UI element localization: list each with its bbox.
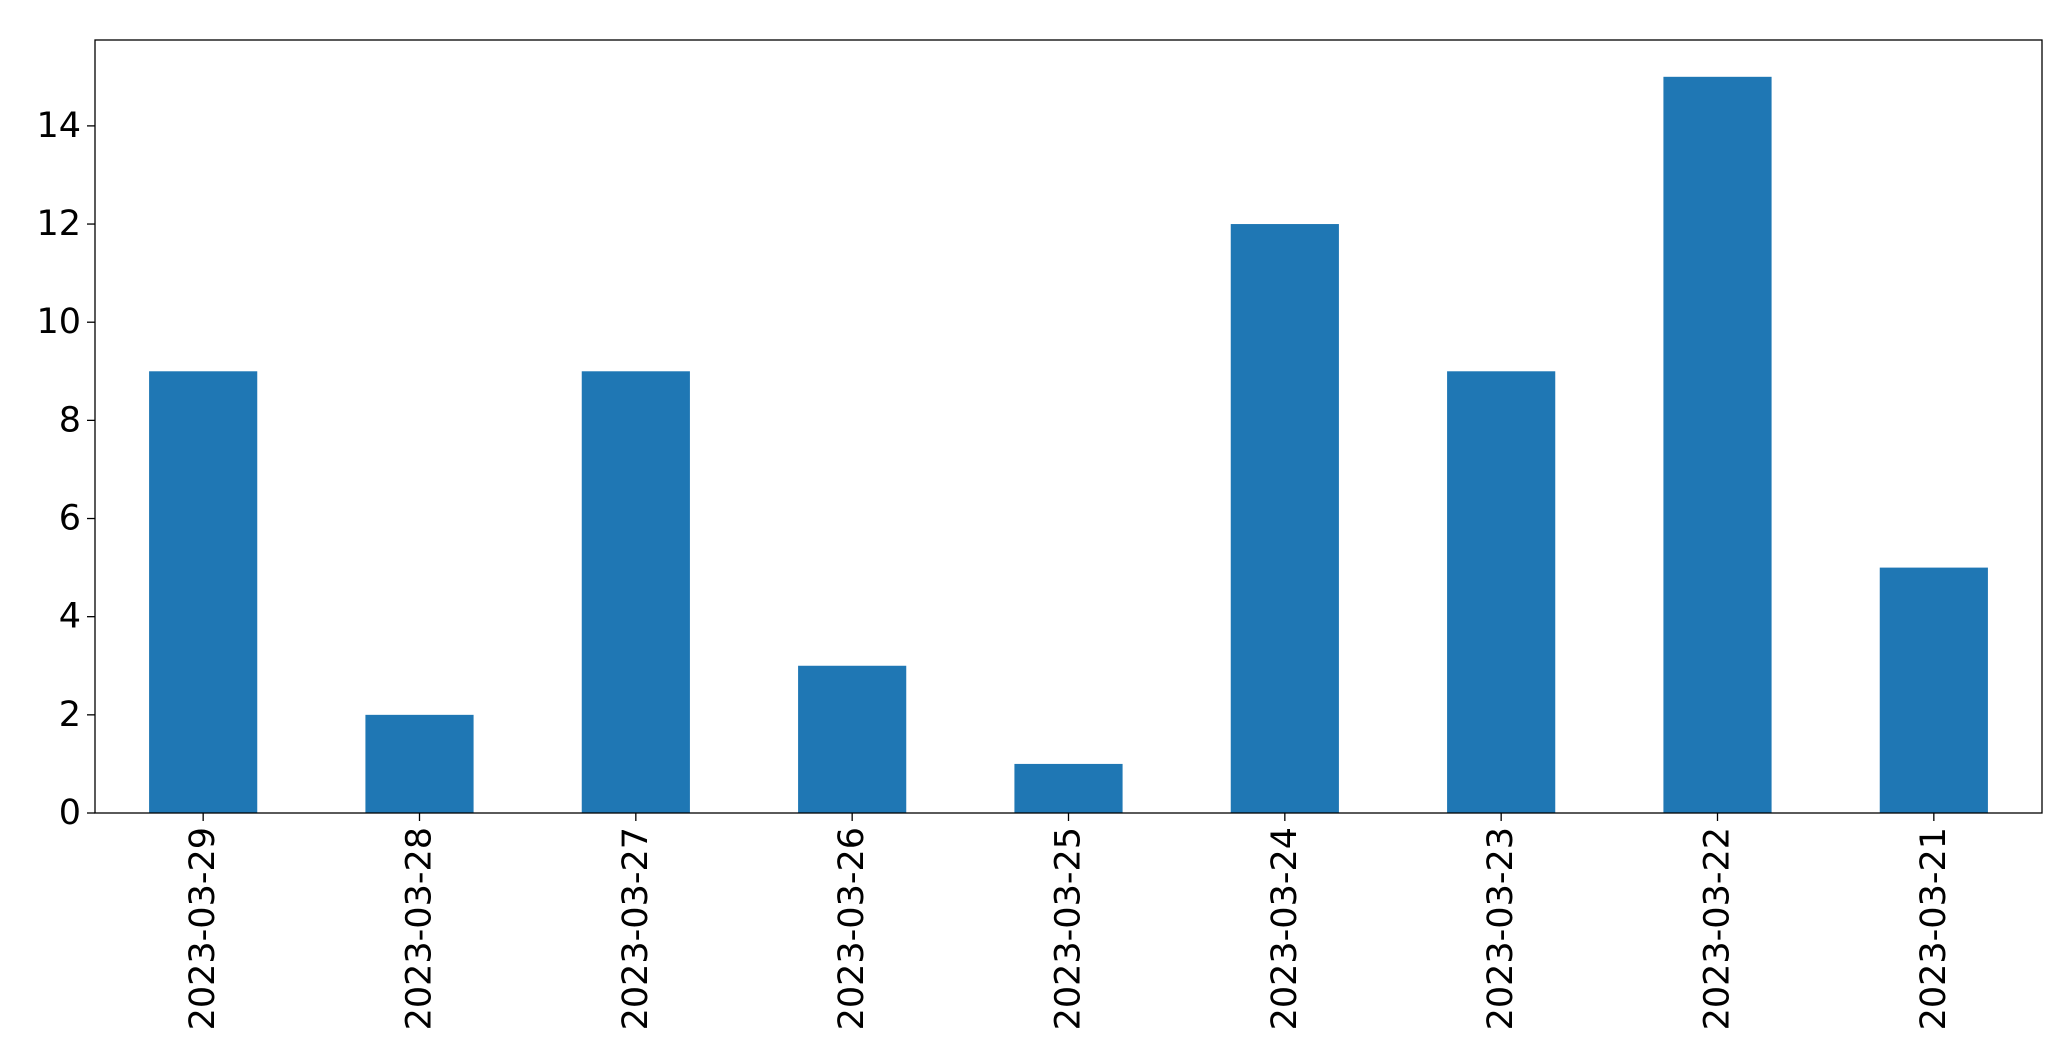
y-tick-label: 4 [59,597,81,637]
bar-2023-03-26 [798,665,907,813]
y-axis: 0 2 4 6 8 10 12 14 [36,106,95,833]
x-tick-label: 2023-03-24 [1265,827,1305,1030]
y-tick-label: 6 [59,499,81,539]
bars-group [149,76,1988,814]
x-tick-label: 2023-03-22 [1698,827,1738,1030]
y-tick-label: 14 [36,106,81,146]
x-tick-label: 2023-03-29 [183,827,223,1030]
y-tick-label: 8 [59,400,81,440]
bar-2023-03-24 [1230,224,1339,814]
x-tick-label: 2023-03-23 [1481,827,1521,1030]
x-axis: 2023-03-29 2023-03-28 2023-03-27 2023-03-26… [183,813,1954,1030]
bar-2023-03-28 [365,714,474,813]
x-tick-label: 2023-03-27 [616,827,656,1030]
bar-2023-03-29 [149,371,258,813]
y-tick-label: 2 [59,695,81,735]
bar-2023-03-21 [1879,567,1988,813]
x-tick-label: 2023-03-26 [832,827,872,1030]
bar-2023-03-27 [581,371,690,813]
x-tick-label: 2023-03-21 [1914,827,1954,1030]
y-tick-label: 12 [36,204,81,244]
x-tick-label: 2023-03-28 [400,827,440,1030]
y-tick-label: 0 [59,793,81,833]
x-tick-label: 2023-03-25 [1049,827,1089,1030]
bar-2023-03-23 [1447,371,1556,813]
bar-2023-03-22 [1663,76,1772,814]
y-tick-label: 10 [36,302,81,342]
bar-2023-03-25 [1014,763,1123,813]
plot-frame [94,39,2043,814]
